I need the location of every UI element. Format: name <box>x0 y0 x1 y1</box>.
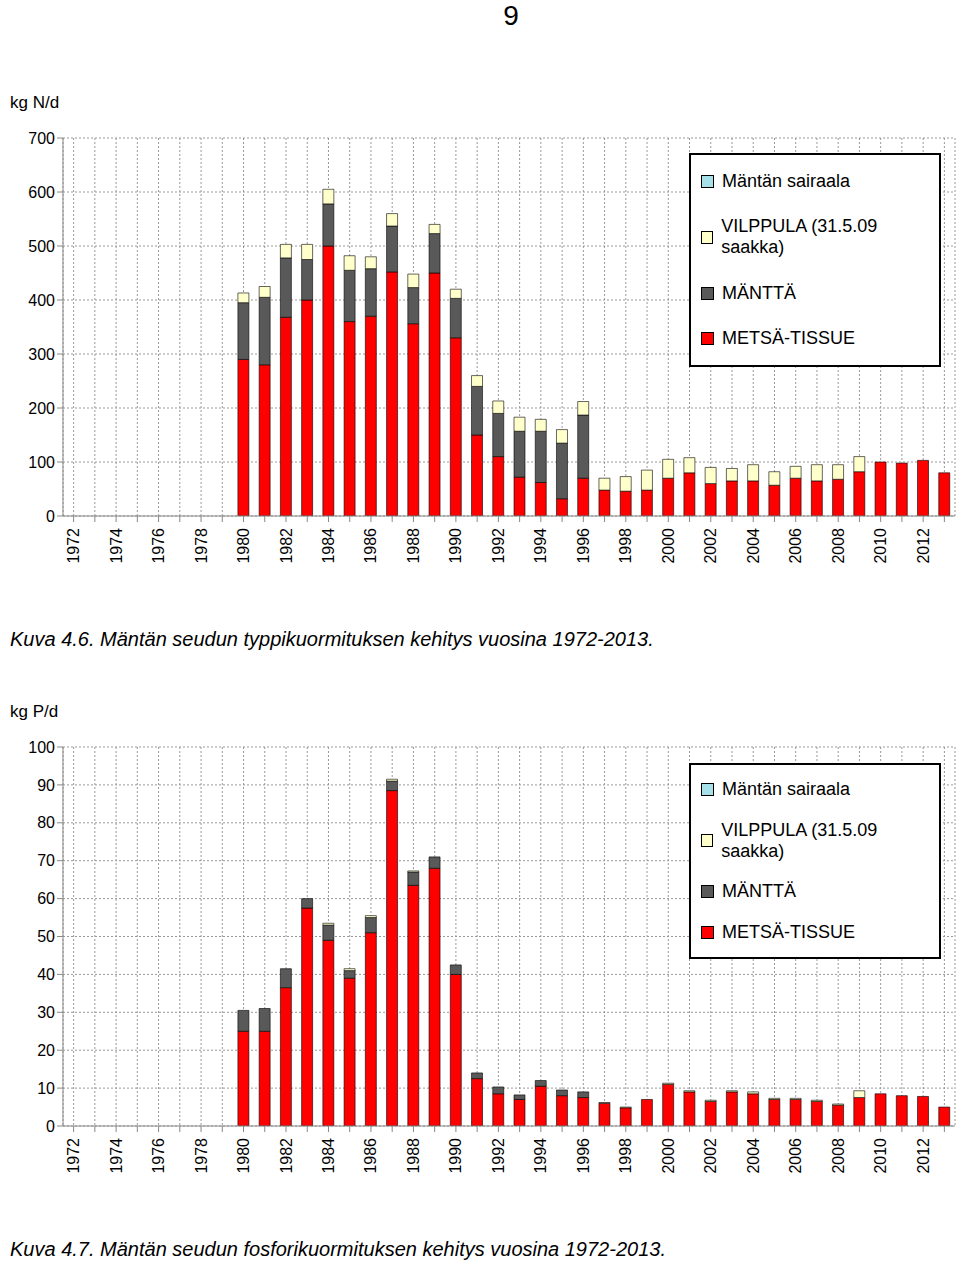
svg-text:1986: 1986 <box>362 1138 379 1174</box>
html-text:VILPPULA (31.5.09 saakka): VILPPULA (31.5.09 saakka) <box>721 216 878 258</box>
svg-text:1992: 1992 <box>490 528 507 564</box>
svg-text:2012: 2012 <box>915 1138 932 1174</box>
svg-text:1984: 1984 <box>320 528 337 564</box>
svg-text:1998: 1998 <box>617 528 634 564</box>
html-text:MÄNTTÄ: MÄNTTÄ <box>722 282 796 303</box>
svg-text:1982: 1982 <box>278 1138 295 1174</box>
svg-text:2010: 2010 <box>872 528 889 564</box>
svg-text:1996: 1996 <box>575 528 592 564</box>
svg-text:1978: 1978 <box>193 528 210 564</box>
svg-text:1982: 1982 <box>278 528 295 564</box>
svg-text:400: 400 <box>28 292 55 309</box>
html-text:Mäntän sairaala: Mäntän sairaala <box>722 778 851 799</box>
svg-text:1974: 1974 <box>108 528 125 564</box>
svg-text:2006: 2006 <box>787 528 804 564</box>
svg-text:1994: 1994 <box>532 1138 549 1174</box>
html-text:Mäntän sairaala: Mäntän sairaala <box>722 171 851 192</box>
html-text:MÄNTTÄ: MÄNTTÄ <box>722 881 796 902</box>
svg-text:1996: 1996 <box>575 1138 592 1174</box>
svg-text:80: 80 <box>37 814 55 831</box>
svg-text:1990: 1990 <box>447 1138 464 1174</box>
svg-text:1984: 1984 <box>320 1138 337 1174</box>
svg-text:10: 10 <box>37 1080 55 1097</box>
svg-text:2000: 2000 <box>660 1138 677 1174</box>
svg-text:1988: 1988 <box>405 528 422 564</box>
html-text:METSÄ-TISSUE: METSÄ-TISSUE <box>722 922 855 943</box>
svg-text:0: 0 <box>46 508 55 525</box>
svg-text:1980: 1980 <box>235 528 252 564</box>
svg-text:1974: 1974 <box>108 1138 125 1174</box>
svg-text:2004: 2004 <box>745 1138 762 1174</box>
svg-text:40: 40 <box>37 966 55 983</box>
svg-text:1976: 1976 <box>150 1138 167 1174</box>
svg-text:0: 0 <box>46 1118 55 1135</box>
svg-text:1986: 1986 <box>362 528 379 564</box>
svg-text:20: 20 <box>37 1042 55 1059</box>
svg-text:1998: 1998 <box>617 1138 634 1174</box>
svg-text:30: 30 <box>37 1004 55 1021</box>
svg-text:60: 60 <box>37 890 55 907</box>
svg-text:2004: 2004 <box>745 528 762 564</box>
svg-text:1992: 1992 <box>490 1138 507 1174</box>
html-text:METSÄ-TISSUE: METSÄ-TISSUE <box>722 327 855 348</box>
svg-text:1972: 1972 <box>65 1138 82 1174</box>
svg-text:1978: 1978 <box>193 1138 210 1174</box>
svg-text:1972: 1972 <box>65 528 82 564</box>
svg-text:500: 500 <box>28 238 55 255</box>
svg-text:700: 700 <box>28 130 55 147</box>
svg-text:1980: 1980 <box>235 1138 252 1174</box>
svg-text:2002: 2002 <box>702 1138 719 1174</box>
html-text:Kuva 4.7. Mäntän seudun fosfor: Kuva 4.7. Mäntän seudun fosforikuormituk… <box>10 1238 666 1260</box>
html-text:kg N/d: kg N/d <box>10 93 60 112</box>
svg-text:1976: 1976 <box>150 528 167 564</box>
svg-text:2006: 2006 <box>787 1138 804 1174</box>
svg-text:2000: 2000 <box>660 528 677 564</box>
svg-text:2012: 2012 <box>915 528 932 564</box>
svg-text:2002: 2002 <box>702 528 719 564</box>
svg-text:1988: 1988 <box>405 1138 422 1174</box>
svg-text:2010: 2010 <box>872 1138 889 1174</box>
svg-text:2008: 2008 <box>830 528 847 564</box>
svg-text:300: 300 <box>28 346 55 363</box>
svg-text:200: 200 <box>28 400 55 417</box>
svg-text:50: 50 <box>37 928 55 945</box>
svg-text:100: 100 <box>28 739 55 756</box>
svg-text:2008: 2008 <box>830 1138 847 1174</box>
html-text:Kuva 4.6. Mäntän seudun typpik: Kuva 4.6. Mäntän seudun typpikuormitukse… <box>10 628 654 650</box>
html-text:VILPPULA (31.5.09 saakka): VILPPULA (31.5.09 saakka) <box>721 819 878 861</box>
svg-text:90: 90 <box>37 777 55 794</box>
svg-text:1994: 1994 <box>532 528 549 564</box>
svg-text:70: 70 <box>37 852 55 869</box>
svg-text:100: 100 <box>28 454 55 471</box>
svg-text:600: 600 <box>28 184 55 201</box>
svg-text:1990: 1990 <box>447 528 464 564</box>
html-text:9: 9 <box>503 0 519 31</box>
html-text:kg P/d: kg P/d <box>10 702 59 721</box>
